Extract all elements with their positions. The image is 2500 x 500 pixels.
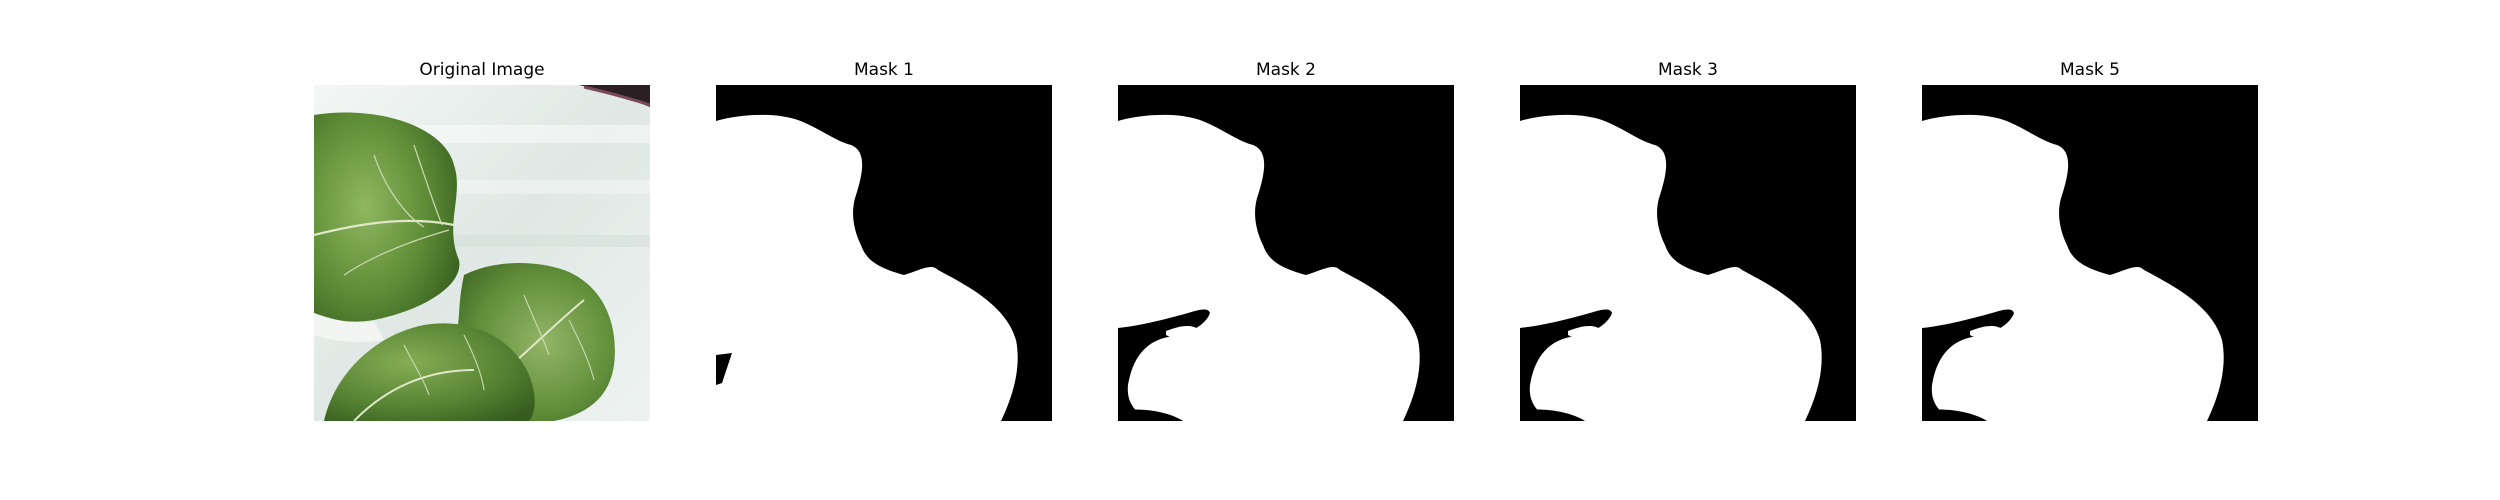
panel-mask-2: Mask 2 — [1118, 0, 1454, 500]
panel-mask-5: Mask 5 — [1922, 0, 2258, 500]
panel-mask-3: Mask 3 — [1520, 0, 1856, 500]
panel-title: Original Image — [419, 60, 545, 80]
mask-image — [1520, 85, 1856, 421]
original-photo — [314, 85, 650, 421]
mask-image — [1922, 85, 2258, 421]
mask-image — [1118, 85, 1454, 421]
panel-title: Mask 2 — [1255, 60, 1316, 80]
panel-mask-1: Mask 1 — [716, 0, 1052, 500]
panel-original-image: Original Image — [314, 0, 650, 500]
panel-title: Mask 5 — [2059, 60, 2120, 80]
mask-image — [716, 85, 1052, 421]
panel-title: Mask 3 — [1657, 60, 1718, 80]
panel-title: Mask 1 — [853, 60, 914, 80]
